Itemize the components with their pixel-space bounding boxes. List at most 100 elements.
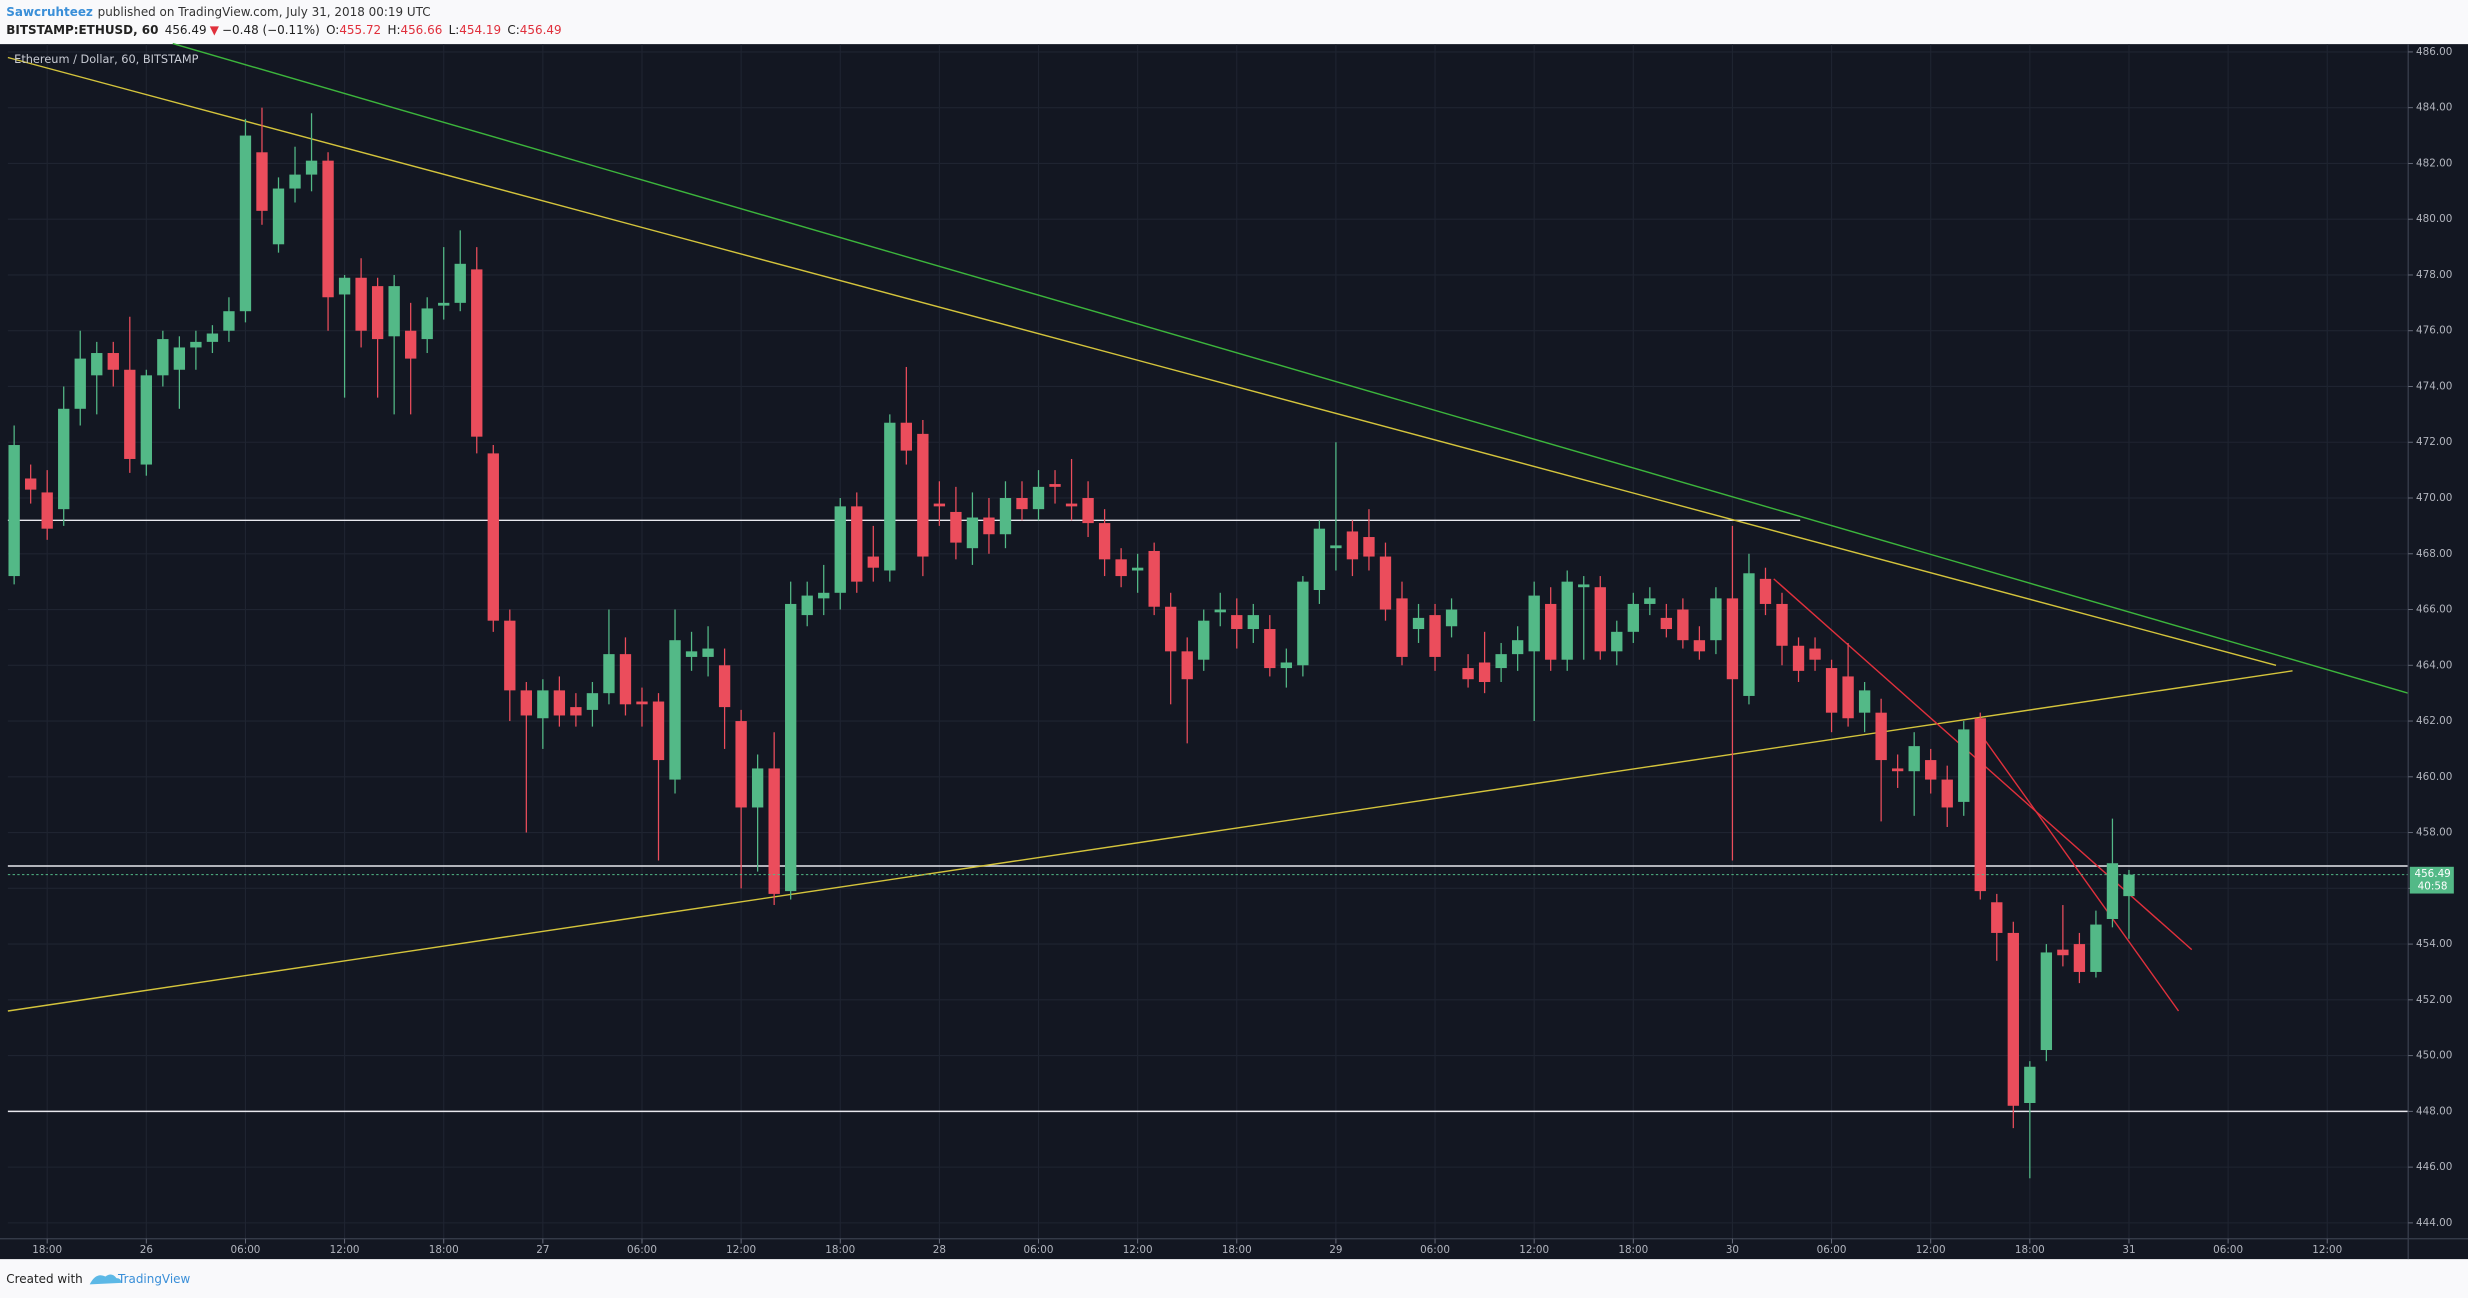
candle-body — [950, 511, 962, 543]
y-tick-label: 450.00 — [2416, 1050, 2452, 1062]
candle-body — [2106, 863, 2119, 919]
candle-body — [1297, 581, 1309, 666]
y-tick-label: 448.00 — [2416, 1105, 2452, 1117]
candle-body — [2090, 924, 2102, 972]
candle-body — [1198, 620, 1210, 660]
candle-body — [669, 640, 681, 780]
candle-body — [1363, 537, 1375, 557]
chart-bg — [0, 44, 2468, 1260]
h-label: H: — [387, 22, 400, 36]
candle-body — [834, 506, 846, 593]
y-tick-label: 468.00 — [2416, 548, 2452, 560]
y-tick-label: 486.00 — [2416, 46, 2452, 58]
candle-body — [619, 654, 632, 705]
candle-body — [1925, 760, 1937, 780]
candle-body — [1181, 651, 1193, 680]
candle-body — [371, 286, 384, 340]
x-tick-label: 29 — [1329, 1244, 1342, 1256]
candle-body — [1511, 640, 1524, 655]
x-tick-label: 18:00 — [32, 1244, 62, 1256]
candle-body — [1792, 645, 1805, 671]
h-value: 456.66 — [400, 22, 442, 36]
candle-body — [636, 701, 648, 705]
candle-body — [1412, 617, 1425, 630]
candle-body — [1280, 662, 1293, 669]
candle-body — [471, 269, 483, 437]
published: published on TradingView.com, July 31, 2… — [98, 4, 431, 18]
candle-body — [1858, 690, 1871, 713]
y-tick-label: 470.00 — [2416, 492, 2452, 504]
candle-body — [1016, 498, 1028, 510]
y-tick-label: 462.00 — [2416, 715, 2452, 727]
candle-body — [487, 453, 499, 621]
candle-body — [124, 369, 136, 459]
candle-body — [1313, 528, 1326, 591]
candle-body — [2073, 944, 2086, 972]
candle-body — [735, 721, 747, 808]
candle-body — [1379, 556, 1392, 610]
candle-body — [586, 693, 599, 710]
candle-body — [140, 375, 152, 465]
y-tick-label: 458.00 — [2416, 827, 2452, 839]
candle-body — [718, 665, 731, 708]
candle-body — [25, 478, 37, 490]
l-label: L: — [449, 22, 460, 36]
x-tick-label: 26 — [140, 1244, 153, 1256]
x-tick-label: 27 — [536, 1244, 549, 1256]
x-tick-label: 06:00 — [2213, 1244, 2243, 1256]
candle-body — [504, 620, 516, 691]
candle-body — [1743, 573, 1755, 696]
footer-brand[interactable]: TradingView — [117, 1272, 190, 1286]
candle-body — [2007, 932, 2019, 1106]
last-price-box — [2409, 866, 2454, 894]
y-tick-label: 444.00 — [2416, 1217, 2452, 1229]
candle-body — [1148, 550, 1160, 607]
candle-body — [785, 603, 797, 892]
candle-body — [1710, 598, 1722, 641]
o-value: 455.72 — [339, 22, 381, 36]
candle-body — [438, 302, 450, 306]
candle-body — [305, 160, 318, 175]
trend-line — [172, 42, 2409, 694]
candle-body — [652, 701, 665, 761]
candle-body — [1825, 668, 1838, 713]
x-tick-label: 28 — [933, 1244, 946, 1256]
symbol: BITSTAMP:ETHUSD, 60 — [6, 22, 158, 36]
candle-body — [553, 690, 566, 716]
candle-body — [520, 690, 532, 716]
y-tick-label: 472.00 — [2416, 436, 2452, 448]
candle-body — [1644, 598, 1656, 604]
y-tick-label: 484.00 — [2416, 102, 2452, 114]
candle-body — [851, 506, 863, 582]
candle-body — [818, 592, 830, 599]
candle-body — [603, 654, 615, 694]
candle-body — [388, 286, 400, 337]
x-tick-label: 06:00 — [1817, 1244, 1847, 1256]
candle-body — [1809, 648, 1821, 660]
candle-body — [1165, 606, 1177, 652]
candle-body — [1776, 603, 1788, 646]
candle-body — [900, 422, 913, 451]
candle-body — [91, 353, 103, 376]
candle-body — [751, 768, 764, 808]
x-tick-label: 06:00 — [1024, 1244, 1054, 1256]
footer-bg — [0, 1259, 2468, 1298]
author[interactable]: Sawcruhteez — [6, 4, 93, 18]
candle-body — [405, 330, 417, 359]
y-tick-label: 476.00 — [2416, 325, 2452, 337]
candle-body — [421, 308, 433, 340]
candle-body — [1131, 567, 1144, 571]
candle-body — [2040, 952, 2053, 1051]
candle-body — [1693, 640, 1706, 652]
candle-body — [272, 188, 285, 245]
candle-body — [1495, 654, 1507, 669]
x-tick-label: 30 — [1726, 1244, 1739, 1256]
candle-body — [1875, 712, 1887, 761]
y-tick-label: 454.00 — [2416, 938, 2452, 950]
candle-body — [1247, 615, 1259, 630]
candle-body — [884, 422, 896, 571]
candle-body — [1115, 559, 1127, 577]
x-tick-label: 31 — [2122, 1244, 2135, 1256]
candle-body — [1611, 631, 1623, 652]
candle-body — [1726, 598, 1739, 680]
